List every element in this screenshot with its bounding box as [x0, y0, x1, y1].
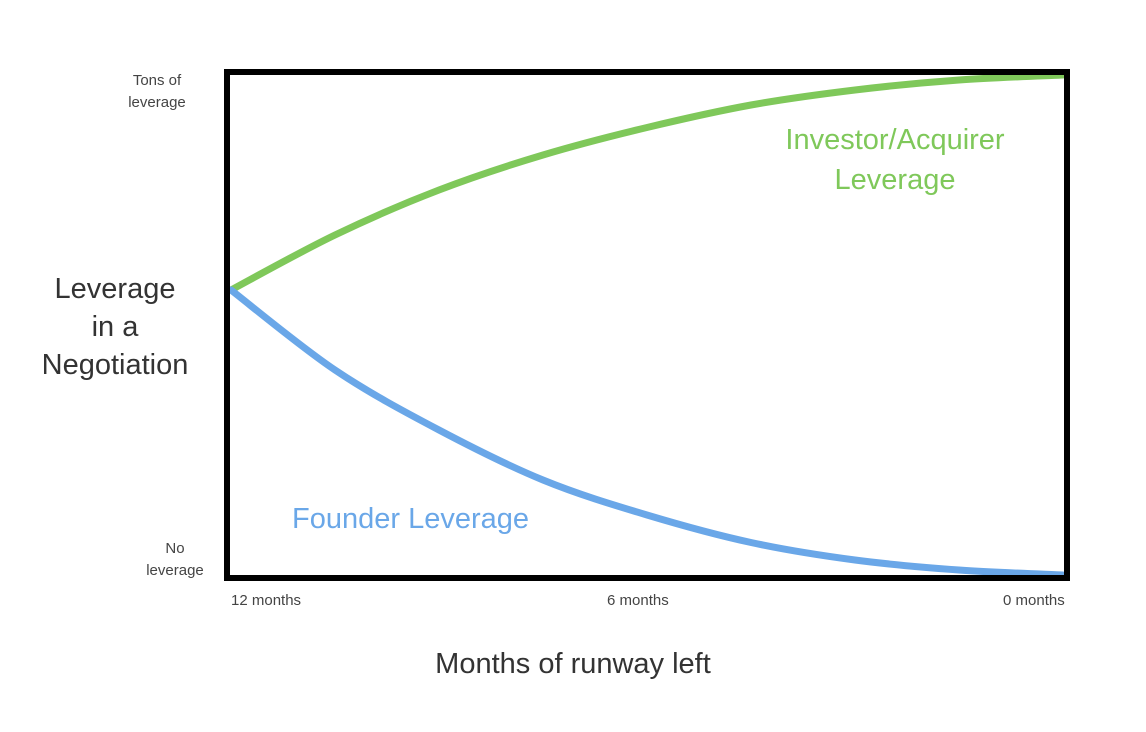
- x-tick-label: 0 months: [1003, 592, 1065, 609]
- y-tick-label: Tons of: [132, 72, 182, 89]
- y-tick-label: leverage: [128, 94, 186, 111]
- series-label-investor: Investor/Acquirer Leverage: [760, 120, 1030, 200]
- series-line-founder: [227, 286, 1067, 579]
- series-label-line: Investor/Acquirer: [785, 124, 1005, 156]
- x-tick-label: 6 months: [607, 592, 669, 609]
- y-tick-label: leverage: [146, 562, 204, 579]
- series-line-investor: [227, 71, 1067, 294]
- series-label-founder: Founder Leverage: [292, 499, 572, 539]
- x-tick-label: 12 months: [231, 592, 302, 609]
- series-label-line: Founder Leverage: [292, 503, 529, 535]
- y-axis-title-line: Leverage: [54, 273, 176, 305]
- y-tick-min: No leverage: [120, 538, 230, 582]
- y-axis-title: Leverage in a Negotiation: [20, 270, 210, 384]
- series-label-line: Leverage: [834, 164, 956, 196]
- x-axis-title: Months of runway left: [435, 648, 711, 680]
- plot-frame: [224, 69, 1070, 581]
- y-tick-label: No: [165, 540, 185, 557]
- series-layer: [227, 71, 1067, 579]
- y-axis-title-line: in a: [91, 311, 139, 343]
- y-tick-max: Tons of leverage: [102, 70, 212, 114]
- y-axis-title-line: Negotiation: [41, 349, 189, 381]
